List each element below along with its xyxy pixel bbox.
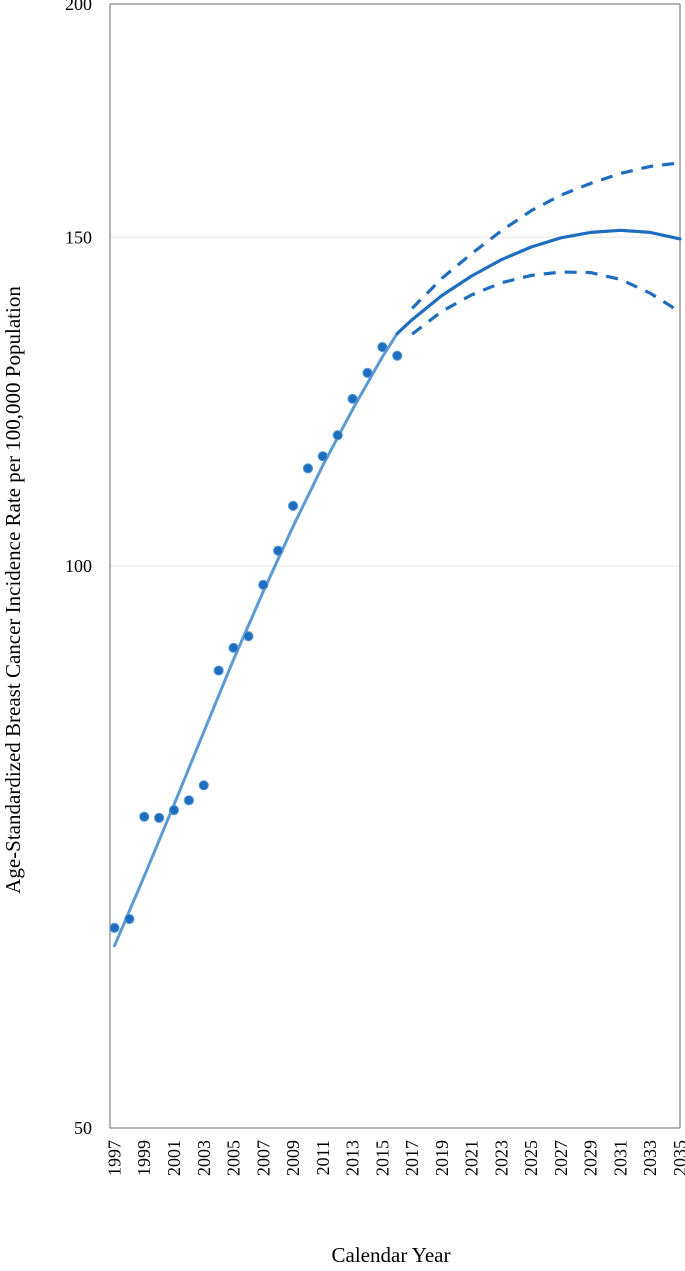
x-tick-label-2031: 2031 — [610, 1140, 630, 1176]
y-tick-label-50: 50 — [74, 1118, 92, 1138]
x-tick-label-2001: 2001 — [164, 1140, 184, 1176]
x-tick-label-2019: 2019 — [432, 1140, 452, 1176]
x-tick-label-2025: 2025 — [521, 1140, 541, 1176]
x-tick-label-1997: 1997 — [104, 1140, 124, 1176]
x-tick-label-2011: 2011 — [313, 1140, 333, 1175]
x-tick-label-2017: 2017 — [402, 1140, 422, 1176]
observed-point-2003 — [198, 780, 209, 791]
projection-bound-line-3 — [410, 161, 681, 310]
y-axis-title: Age-Standardized Breast Cancer Incidence… — [1, 286, 25, 894]
observed-point-2007 — [258, 579, 269, 590]
x-axis-title: Calendar Year — [332, 1243, 451, 1267]
x-tick-label-2003: 2003 — [194, 1140, 214, 1176]
x-tick-label-2035: 2035 — [670, 1140, 685, 1176]
observed-point-2012 — [332, 430, 343, 441]
series-lines — [113, 161, 682, 948]
y-tick-label-200: 200 — [65, 0, 92, 14]
x-tick-label-2005: 2005 — [224, 1140, 244, 1176]
observed-point-2011 — [317, 451, 328, 462]
x-tick-label-2029: 2029 — [581, 1140, 601, 1176]
projection-bound-line-4 — [411, 270, 681, 336]
x-tick-labels: 1997 1999 2001 2003 2005 2007 2009 2011 2013 2015… — [104, 1140, 685, 1176]
x-tick-label-2015: 2015 — [372, 1140, 392, 1176]
observed-point-2005 — [228, 642, 239, 653]
observed-point-2004 — [213, 665, 224, 676]
observed-point-2010 — [302, 463, 314, 474]
y-tick-label-100: 100 — [65, 556, 92, 576]
observed-point-2000 — [154, 812, 165, 823]
x-tick-label-2021: 2021 — [462, 1140, 482, 1176]
x-tick-label-2013: 2013 — [343, 1140, 363, 1176]
observed-point-2008 — [273, 545, 284, 556]
projection-line — [395, 228, 682, 336]
y-tick-labels: 50 100 150 200 — [65, 0, 92, 1138]
observed-point-2016 — [392, 350, 403, 361]
plot-frame — [109, 3, 681, 1129]
x-tick-label-2027: 2027 — [551, 1140, 571, 1176]
observed-point-2009 — [287, 500, 299, 511]
observed-point-2002 — [183, 795, 194, 806]
observed-point-1999 — [139, 811, 150, 822]
observed-point-1998 — [124, 913, 135, 925]
observed-point-2014 — [362, 367, 373, 378]
gridlines — [110, 236, 680, 567]
observed-point-2001 — [168, 805, 180, 816]
x-tick-label-1999: 1999 — [134, 1140, 154, 1176]
x-tick-label-2007: 2007 — [253, 1140, 273, 1176]
observed-point-2006 — [243, 631, 254, 642]
y-tick-label-150: 150 — [65, 227, 92, 247]
observed-point-1997 — [109, 922, 120, 933]
x-tick-label-2033: 2033 — [640, 1140, 660, 1176]
observed-point-2013 — [347, 393, 358, 404]
observed-points — [109, 341, 403, 933]
x-tick-label-2009: 2009 — [283, 1140, 303, 1176]
observed-point-2015 — [377, 341, 388, 353]
fitted-line — [113, 332, 399, 948]
x-tick-label-2023: 2023 — [491, 1140, 511, 1176]
